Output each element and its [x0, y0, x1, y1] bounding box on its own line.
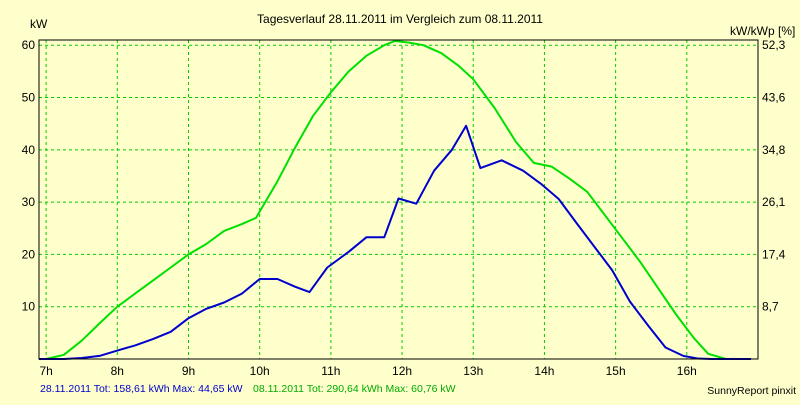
footer-series-1-summary: 28.11.2011 Tot: 158,61 kWh Max: 44,65 kW — [40, 383, 243, 395]
y-right-tick-label: 52,3 — [762, 38, 786, 52]
x-tick-label: 10h — [250, 364, 270, 378]
series-2-line — [39, 40, 751, 360]
y-left-tick-label: 60 — [22, 38, 36, 52]
footer-credit: SunnyReport pinxit — [707, 385, 796, 397]
y-axis-right-label: kW/kWp [%] — [730, 24, 795, 38]
x-tick-label: 7h — [39, 364, 52, 378]
y-right-tick-label: 17,4 — [762, 247, 786, 261]
x-tick-label: 11h — [321, 364, 340, 378]
y-left-tick-label: 50 — [22, 91, 36, 105]
y-axis-left-label: kW — [30, 17, 48, 31]
y-right-tick-label: 26,1 — [762, 195, 786, 209]
x-tick-label: 14h — [534, 364, 554, 378]
x-tick-label: 12h — [392, 364, 412, 378]
x-tick-label: 15h — [606, 364, 626, 378]
x-tick-label: 16h — [677, 364, 697, 378]
footer-series-2-summary: 08.11.2011 Tot: 290,64 kWh Max: 60,76 kW — [253, 383, 456, 395]
y-right-tick-label: 43,6 — [762, 91, 786, 105]
x-tick-label: 13h — [463, 364, 483, 378]
y-left-tick-label: 30 — [22, 195, 36, 209]
series-1-line — [39, 124, 751, 360]
y-left-tick-label: 20 — [22, 247, 36, 261]
plot-frame — [38, 39, 759, 360]
y-left-tick-label: 10 — [22, 300, 36, 314]
y-right-tick-label: 34,8 — [762, 143, 786, 157]
x-tick-label: 9h — [182, 364, 195, 378]
series-layer — [39, 40, 751, 360]
y-left-tick-label: 40 — [22, 143, 36, 157]
tick-layer: 7h 8h 9h 10h 11h 12h 13h 14h 15h 16h 10 8,7 20 17,4 30… — [22, 38, 786, 378]
chart-title: Tagesverlauf 28.11.2011 im Vergleich zum… — [257, 12, 543, 26]
x-tick-label: 8h — [111, 364, 124, 378]
y-right-tick-label: 8,7 — [762, 300, 779, 314]
